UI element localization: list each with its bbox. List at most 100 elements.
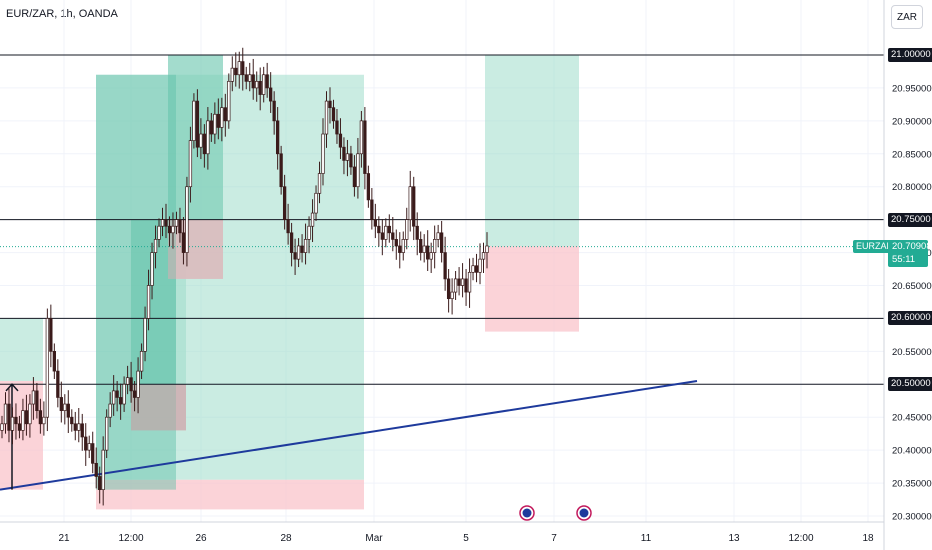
- candle-body: [56, 370, 60, 398]
- candle-body: [213, 113, 217, 135]
- candle-body: [153, 239, 158, 253]
- candle-body: [429, 252, 433, 260]
- price-level-tag: 20.75000: [888, 212, 932, 227]
- candle-body: [45, 318, 50, 418]
- symbol-tag: EURZAR: [853, 240, 897, 253]
- x-tick-label: 11: [641, 533, 652, 544]
- candle-body: [349, 153, 353, 168]
- candle-body: [230, 67, 234, 82]
- y-tick-label: 20.90000: [892, 116, 932, 127]
- candle-body: [338, 133, 343, 148]
- candle-body: [342, 146, 346, 161]
- candle-body: [98, 476, 102, 491]
- candle-body: [405, 219, 409, 240]
- candle-body: [248, 74, 252, 82]
- candle-body: [293, 252, 297, 260]
- event-marker-dot: [522, 508, 532, 518]
- candle-body: [394, 239, 398, 247]
- candle-body: [220, 107, 224, 128]
- candle-body: [303, 239, 308, 253]
- candle-body: [439, 232, 444, 253]
- candle-body: [370, 199, 374, 220]
- candle-body: [335, 120, 339, 135]
- x-tick-label: 18: [862, 533, 874, 544]
- candle-body: [363, 120, 367, 174]
- candle-body: [464, 278, 468, 293]
- candle-body: [28, 403, 32, 425]
- candle-body: [234, 67, 238, 76]
- candle-body: [314, 192, 318, 214]
- candle-body: [321, 133, 325, 174]
- candle-body: [136, 370, 140, 398]
- x-tick-label: 21: [58, 533, 70, 544]
- candle-body: [21, 410, 25, 431]
- candle-body: [52, 351, 56, 372]
- target-zone: [0, 318, 43, 381]
- candle-body: [209, 120, 214, 135]
- candle-body: [310, 212, 315, 227]
- candle-body: [49, 318, 53, 352]
- last-price-value: 20.70908: [892, 241, 932, 252]
- candle-body: [108, 403, 112, 418]
- event-marker-dot: [579, 508, 589, 518]
- candle-body: [300, 245, 304, 253]
- arrow-head: [5, 383, 19, 392]
- candle-body: [7, 403, 11, 431]
- candle-body: [91, 443, 95, 464]
- y-tick-label: 20.80000: [892, 182, 932, 193]
- candle-body: [359, 120, 364, 155]
- candle-body: [171, 225, 175, 234]
- candle-body: [356, 153, 360, 188]
- candle-body: [223, 107, 227, 122]
- candle-body: [181, 232, 186, 253]
- event-markers[interactable]: [519, 505, 592, 521]
- candle-body: [436, 232, 440, 240]
- candle-body: [94, 462, 98, 477]
- candle-body: [317, 173, 322, 194]
- candle-body: [101, 449, 105, 491]
- last-price-tag: 20.70908 55:11: [888, 240, 932, 267]
- trendline-line: [0, 380, 698, 491]
- candle-body: [328, 100, 332, 109]
- candle-body: [157, 225, 161, 240]
- y-tick-label: 20.55000: [892, 347, 932, 358]
- candle-body: [59, 397, 63, 411]
- target-zone: [485, 55, 579, 246]
- y-tick-label: 20.35000: [892, 479, 932, 490]
- candle-body: [419, 239, 423, 253]
- x-tick-label: 12:00: [788, 533, 813, 544]
- candle-body: [174, 219, 179, 227]
- candle-body: [412, 186, 416, 227]
- candle-body: [115, 390, 119, 398]
- y-tick-label: 20.65000: [892, 281, 932, 292]
- candle-body: [188, 140, 193, 188]
- candle-body: [0, 423, 4, 431]
- candle-body: [178, 219, 182, 234]
- bar-countdown: 55:11: [892, 254, 916, 265]
- candle-body: [73, 423, 77, 431]
- candle-body: [286, 219, 290, 234]
- candle-body: [167, 225, 172, 234]
- candle-body: [195, 100, 200, 148]
- stop-zone-overlap: [131, 384, 186, 431]
- y-tick-label: 20.95000: [892, 83, 932, 94]
- candle-body: [471, 265, 475, 273]
- candle-body: [307, 225, 311, 240]
- x-tick-label: Mar: [365, 533, 383, 544]
- candle-body: [296, 245, 301, 260]
- candle-body: [216, 113, 220, 128]
- y-tick-label: 20.45000: [892, 413, 932, 424]
- candle-body: [398, 245, 402, 253]
- candle-body: [206, 120, 210, 155]
- candle-body: [66, 403, 70, 418]
- candle-body: [426, 245, 430, 260]
- position-boxes[interactable]: [0, 55, 579, 510]
- candle-body: [446, 278, 451, 300]
- candle-body: [241, 61, 245, 76]
- currency-button[interactable]: ZAR: [891, 5, 923, 29]
- y-tick-label: 20.40000: [892, 446, 932, 457]
- candle-body: [129, 377, 133, 392]
- candle-body: [255, 80, 259, 89]
- candle-body: [279, 153, 283, 188]
